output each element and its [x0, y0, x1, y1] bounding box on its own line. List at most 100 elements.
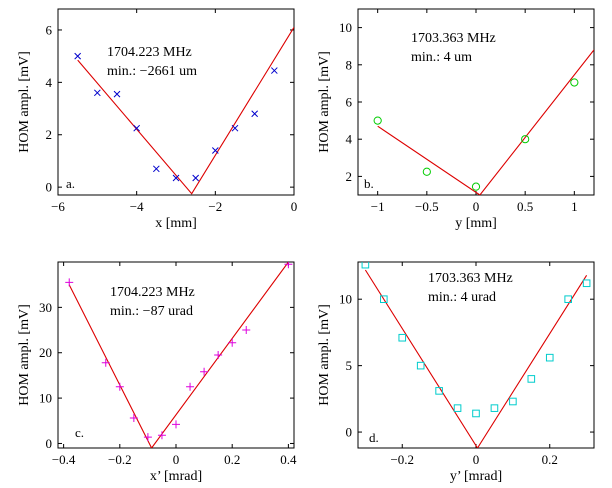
- axes-box: [57, 8, 295, 196]
- panel-3: −0.4 −0.2 0 0.2 0.4 0 10 20 30 x’ [mrad] HOM ampl.…: [17, 261, 297, 484]
- data-point-square: [472, 409, 480, 418]
- data-point-plus: [172, 420, 180, 429]
- data-point-plus: [143, 433, 152, 442]
- data-point-circle: [422, 167, 431, 176]
- y-axis-label: HOM ampl. [mV]: [317, 51, 332, 153]
- fit-line: [377, 49, 594, 195]
- fit-line: [77, 27, 294, 195]
- data-point-x: [113, 90, 121, 98]
- x-axis-label: y [mm]: [455, 216, 497, 231]
- panel-1: −6 −4 −2 0 0 2 4 6 x [mm] HOM ampl. [mV] 1704.223 …: [17, 8, 298, 231]
- x-tick-label: −0.2: [108, 452, 132, 467]
- data-point-square: [545, 353, 554, 362]
- data-point-x: [93, 89, 101, 97]
- data-point-x: [192, 174, 200, 182]
- y-tick-label: 4: [46, 75, 53, 90]
- x-tick-label: 0: [291, 199, 298, 214]
- panel-2: −1 −0.5 0 0.5 1 2 4 6 8 10 y [mm] HOM ampl. [mV] 170…: [317, 8, 595, 231]
- y-tick-label: 10: [39, 391, 52, 406]
- data-point-x: [133, 124, 141, 132]
- y-axis-label: HOM ampl. [mV]: [17, 304, 32, 406]
- data-point-square: [435, 387, 443, 395]
- data-layer: [373, 49, 594, 195]
- data-point-plus: [115, 382, 124, 391]
- fit-line: [68, 262, 289, 448]
- panel-4: −0.2 0 0.2 0 5 10 y’ [mrad] HOM ampl. [mV] 1703.…: [317, 261, 595, 484]
- data-point-square: [509, 397, 517, 406]
- y-tick-label: 2: [346, 169, 353, 184]
- x-tick-label: −2: [208, 199, 222, 214]
- x-tick-label: −6: [51, 199, 65, 214]
- data-point-square: [453, 404, 462, 412]
- data-point-x: [152, 165, 160, 173]
- minimum-annotation: min.: 4 um: [411, 50, 472, 65]
- y-tick-label: 2: [46, 127, 53, 142]
- x-axis-label: x’ [mrad]: [150, 469, 202, 484]
- data-layer: [74, 27, 294, 195]
- y-tick-label: 8: [346, 57, 353, 72]
- data-point-square: [361, 262, 370, 269]
- x-tick-label: −4: [130, 199, 144, 214]
- data-point-x: [172, 174, 180, 182]
- y-tick-label: 5: [346, 358, 353, 373]
- y-tick-label: 6: [46, 22, 53, 37]
- y-tick-label: 0: [346, 425, 353, 440]
- data-point-x: [211, 147, 219, 154]
- data-point-circle: [521, 135, 530, 144]
- data-point-circle: [373, 116, 382, 125]
- y-tick-label: 0: [46, 180, 53, 195]
- data-point-plus: [129, 414, 138, 423]
- y-tick-label: 10: [339, 20, 352, 35]
- data-point-x: [231, 124, 239, 132]
- y-tick-label: 30: [39, 300, 52, 315]
- x-tick-label: −0.5: [415, 199, 439, 214]
- data-point-plus: [157, 431, 166, 440]
- data-point-plus: [228, 338, 237, 347]
- data-layer: [361, 262, 591, 448]
- x-tick-label: 0: [473, 199, 480, 214]
- x-tick-label: −0.2: [390, 452, 414, 467]
- x-tick-label: −0.4: [52, 452, 76, 467]
- x-tick-label: 0.2: [224, 452, 240, 467]
- panel-letter: c.: [75, 425, 84, 440]
- data-point-square: [527, 375, 536, 383]
- y-tick-label: 0: [46, 436, 53, 451]
- panel-letter: d.: [369, 430, 379, 445]
- data-point-plus: [65, 278, 74, 287]
- data-point-square: [398, 333, 407, 342]
- minimum-annotation: min.: −2661 um: [107, 64, 197, 79]
- y-axis-label: HOM ampl. [mV]: [317, 304, 332, 406]
- panel-letter: a.: [66, 176, 75, 191]
- x-tick-label: 0.2: [542, 452, 558, 467]
- data-point-square: [380, 295, 388, 303]
- data-point-circle: [471, 182, 481, 191]
- minimum-annotation: min.: −87 urad: [110, 304, 193, 319]
- y-axis-label: HOM ampl. [mV]: [17, 51, 32, 153]
- y-tick-label: 10: [339, 292, 352, 307]
- x-tick-label: 0: [473, 452, 480, 467]
- minimum-annotation: min.: 4 urad: [428, 290, 496, 305]
- data-point-x: [74, 52, 82, 60]
- x-tick-label: 0.4: [280, 452, 297, 467]
- x-tick-label: 0.5: [517, 199, 533, 214]
- data-point-plus: [101, 358, 110, 367]
- y-tick-label: 4: [346, 132, 353, 147]
- data-point-plus: [214, 351, 223, 359]
- frequency-annotation: 1703.363 MHz: [411, 31, 496, 46]
- frequency-annotation: 1704.223 MHz: [110, 285, 195, 300]
- x-axis-label: y’ [mrad]: [450, 469, 502, 484]
- x-axis-label: x [mm]: [155, 216, 197, 231]
- data-point-square: [582, 279, 591, 288]
- data-layer: [65, 262, 293, 448]
- y-tick-label: 20: [39, 345, 52, 360]
- data-point-circle: [570, 78, 579, 87]
- frequency-annotation: 1704.223 MHz: [107, 45, 192, 60]
- data-point-x: [251, 110, 259, 118]
- data-point-square: [564, 295, 572, 303]
- y-tick-label: 6: [346, 95, 353, 110]
- panel-letter: b.: [364, 176, 374, 191]
- data-point-x: [270, 67, 278, 74]
- data-point-plus: [284, 262, 293, 269]
- data-point-plus: [200, 367, 209, 376]
